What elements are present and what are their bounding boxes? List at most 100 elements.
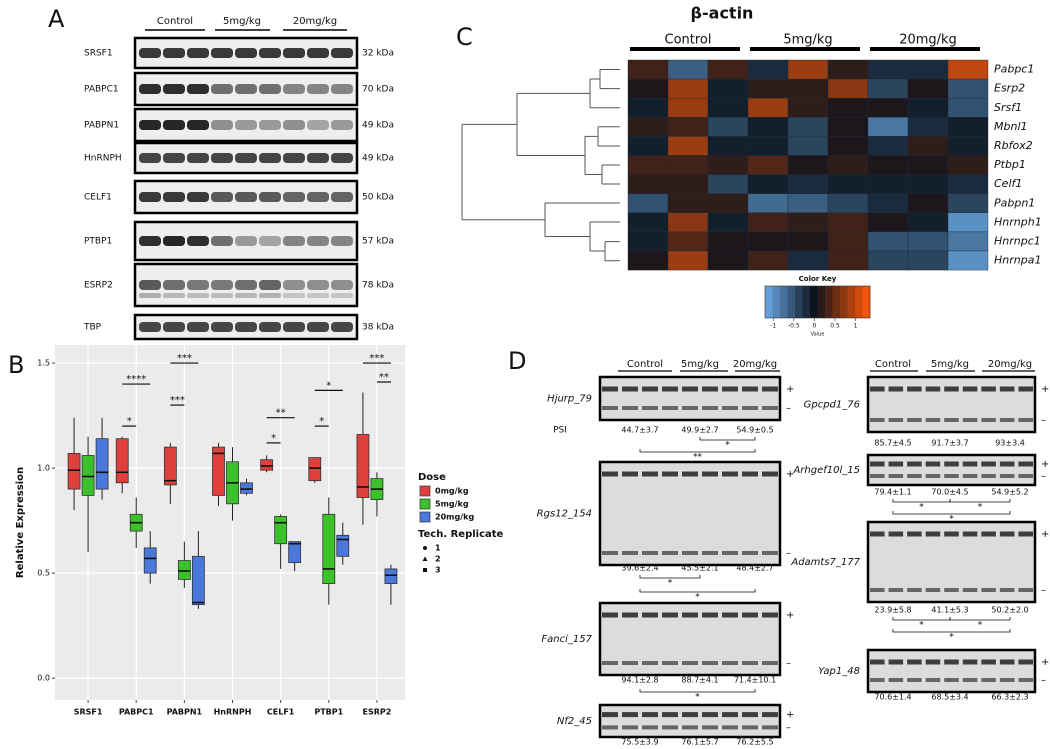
heatmap-cell [827, 193, 869, 213]
protein-label: PABPC1 [84, 85, 119, 95]
gel-band [944, 474, 959, 478]
box [81, 455, 95, 496]
gel-band [662, 712, 678, 718]
gel-band [682, 471, 698, 477]
protein-label: HnRNPH [84, 154, 122, 164]
gel-band [870, 461, 885, 467]
psi-value: 70.0±4.5 [931, 488, 968, 497]
row-label: Hnrnph1 [994, 215, 1042, 228]
gel-band [622, 725, 638, 730]
heatmap-cell [947, 155, 989, 175]
blot-band [139, 236, 161, 246]
legend-swatch [419, 485, 431, 497]
gel-band [1018, 531, 1033, 537]
significance-label: *** [170, 395, 185, 406]
gel-band [662, 612, 678, 618]
psi-value: 91.7±3.7 [931, 439, 968, 448]
heatmap-cell [667, 136, 709, 156]
heatmap-cell [867, 155, 909, 175]
gel-band [702, 551, 718, 555]
blot-band [259, 236, 281, 246]
gel-band [702, 471, 718, 477]
legend-label: 2 [435, 555, 441, 564]
heatmap-cell [747, 250, 789, 271]
gel-label: Hjurp_79 [547, 394, 592, 405]
gel-band [622, 406, 638, 410]
gel-band [999, 418, 1015, 422]
heatmap-cell [667, 155, 709, 175]
heatmap-cell [827, 231, 869, 252]
blot-band [163, 48, 185, 58]
gel-band [1018, 588, 1033, 592]
row-label: Pabpn1 [994, 196, 1035, 209]
gel-band [999, 386, 1015, 392]
blot-band [259, 322, 281, 332]
heatmap-cell [747, 59, 789, 80]
psi-value: 94.1±2.8 [621, 676, 658, 685]
color-key-tick-label: 0.5 [830, 323, 840, 330]
blot-band [331, 48, 353, 58]
heatmap-cell [627, 78, 669, 99]
psi-value: 88.7±4.1 [681, 676, 718, 685]
gel-band [702, 386, 718, 392]
plus-label: + [786, 384, 794, 395]
gel-band [870, 418, 885, 422]
box [67, 452, 81, 490]
significance-label: * [919, 503, 924, 513]
y-tick-label: 1.5 [37, 359, 50, 368]
gel-band [1018, 659, 1033, 665]
gel-label: Gpcpd1_76 [804, 400, 860, 411]
x-tick-label: HnRNPH [214, 708, 252, 717]
gel-band [742, 725, 758, 730]
blot-band [211, 153, 233, 163]
row-label: Srsf1 [994, 101, 1022, 114]
gel-band [662, 406, 678, 410]
x-tick-label: CELF1 [267, 708, 295, 717]
significance-bar [639, 449, 756, 453]
size-label: 50 kDa [362, 193, 394, 203]
heatmap-cell [947, 212, 989, 233]
significance-label: * [695, 693, 700, 703]
gel-label: Fanci_157 [541, 634, 592, 645]
blot-band [331, 84, 353, 94]
gel-band [642, 406, 658, 410]
gel-band [722, 661, 738, 665]
blot-band [331, 192, 353, 202]
box [336, 534, 350, 557]
gel-band [622, 551, 638, 555]
blot-band [307, 192, 329, 202]
heatmap-cell [787, 78, 829, 99]
heatmap-cell [827, 155, 869, 175]
significance-bar [892, 629, 1011, 633]
gel-band [622, 661, 638, 665]
blot-band [283, 120, 305, 130]
plus-label: + [1041, 384, 1049, 395]
gel-band [870, 588, 885, 592]
box [212, 446, 225, 496]
legend-label: 1 [435, 544, 441, 553]
gel-band [702, 612, 718, 618]
blot-band [259, 153, 281, 163]
significance-label: * [919, 621, 924, 631]
heatmap-cell [667, 250, 709, 271]
heatmap-cell [627, 250, 669, 271]
heatmap-cell [627, 59, 669, 80]
y-tick-label: 0.0 [37, 674, 50, 683]
gel-band [602, 712, 618, 718]
heatmap-cell [827, 59, 869, 80]
gel [598, 703, 782, 739]
gel-band [981, 386, 996, 392]
gel-band [999, 474, 1015, 478]
psi-value: 76.1±5.7 [681, 738, 718, 747]
box [163, 446, 177, 486]
psi-value: 49.9±2.7 [681, 426, 718, 435]
gel-band [981, 659, 996, 665]
blot-band [307, 84, 329, 94]
gel-band [642, 471, 658, 477]
gel-band [870, 474, 885, 478]
blot-band [163, 153, 185, 163]
heatmap-cell [827, 97, 869, 118]
blot-band [235, 84, 257, 94]
heatmap-cell [787, 212, 829, 233]
